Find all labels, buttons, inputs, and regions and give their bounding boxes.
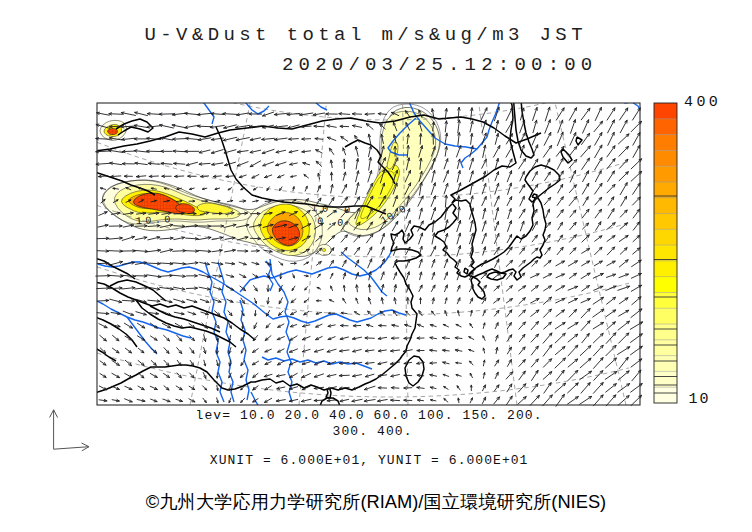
svg-text:10.0: 10.0: [136, 214, 175, 227]
svg-text:0.0: 0.0: [317, 216, 348, 229]
